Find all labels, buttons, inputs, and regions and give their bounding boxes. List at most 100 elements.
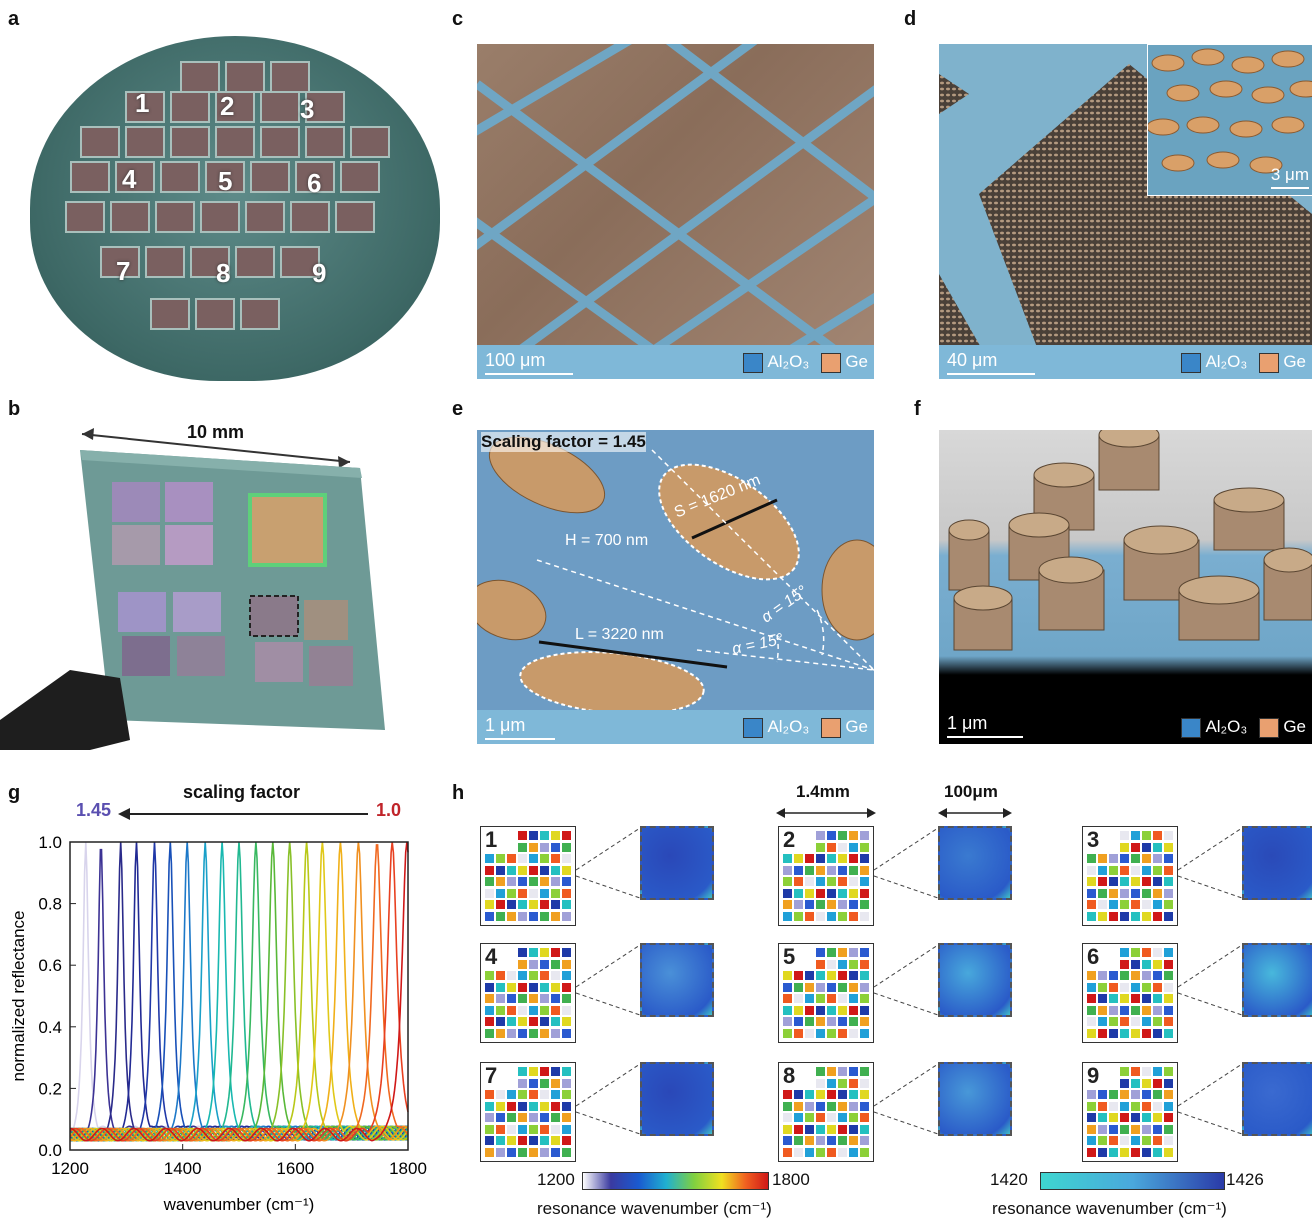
mapping-cell [805,1101,814,1111]
legend-item-al2o3-e: Al₂O₃ [743,717,809,738]
wafer-chip [225,61,265,93]
zoom-map [1242,826,1312,900]
mapping-cell [794,994,803,1003]
wafer-chip [110,201,150,233]
mapping-cell [507,1005,516,1015]
mapping-cell [1153,900,1162,909]
mapping-cell [794,1101,803,1111]
wafer-chip [200,201,240,233]
mapping-cell [849,1136,858,1145]
mapping-panel: 1 2 3 4 5 6 7 8 9 [470,826,1312,1176]
mapping-cell [860,842,869,852]
mapping-cell [1142,842,1151,852]
wafer-chip [260,126,300,158]
mapping-cell [838,842,847,852]
mapping-cell [816,854,825,863]
mapping-cell [1164,1147,1173,1157]
wafer-number-9: 9 [312,258,327,288]
mapping-cell [562,900,571,909]
mapping-cell [529,994,538,1003]
mapping-cell [496,1028,505,1038]
mapping-cell [485,1124,494,1134]
mapping-cell [1120,900,1129,909]
mapping-cell [540,1101,549,1111]
zoom-map [640,826,714,900]
mapping-cell [827,911,836,921]
mapping-cell [540,842,549,852]
wafer-chip [280,246,320,278]
mapping-cell [562,1147,571,1157]
mapping-cell [1087,1136,1096,1145]
mapping-cell [551,911,560,921]
mapping-cell [1120,1078,1129,1088]
chip-illustration [0,428,385,750]
mapping-cell [551,982,560,992]
legend-text-al2o3-d: Al₂O₃ [1205,352,1248,372]
mapping-cell [1120,1067,1129,1076]
mapping-cell [1164,1101,1173,1111]
legend-text-al2o3-e: Al₂O₃ [767,717,810,737]
mapping-cell [1098,1017,1107,1026]
mapping-cell [1131,1090,1140,1099]
mapping-cell [849,994,858,1003]
legend-text-al2o3-c: Al₂O₃ [767,352,810,372]
mapping-cell [783,1090,792,1099]
mapping-cell [1153,1101,1162,1111]
mapping-cell [1109,1028,1118,1038]
mapping-cell [496,1113,505,1122]
mapping-cell [816,1028,825,1038]
dim-100um: 100μm [944,782,998,801]
mapping-cell [485,1147,494,1157]
y-tick-label: 0.8 [38,895,62,914]
mapping-cell [849,1005,858,1015]
wafer-chip [260,91,300,123]
mapping-cell [485,900,494,909]
spectrum-line [69,841,409,1142]
sem-image-f: 1 μm Al₂O₃ Ge [939,430,1312,744]
mapping-cell [1109,865,1118,875]
mapping-cell [827,854,836,863]
mapping-cell [529,865,538,875]
mapping-cell [496,1005,505,1015]
mapping-cell [551,854,560,863]
mapping-cell [860,1136,869,1145]
mapping-cell [551,888,560,898]
swatch-al2o3-e [743,718,764,738]
mapping-cell [783,1136,792,1145]
mapping-cell [838,1090,847,1099]
mapping-cell [805,1124,814,1134]
mapping-cell [1164,1028,1173,1038]
x-tick-label: 1200 [51,1159,89,1178]
mapping-cell [496,994,505,1003]
mapping-cell [1142,1101,1151,1111]
mapping-cell [1087,888,1096,898]
mapping-cell [1098,982,1107,992]
mapping-cell [1153,842,1162,852]
mapping-cell [1153,994,1162,1003]
mapping-cell [1131,1005,1140,1015]
mapping-cell [1131,865,1140,875]
mapping-cell [529,888,538,898]
mapping-cell [1153,911,1162,921]
mapping-cell [485,994,494,1003]
mapping-cell [816,994,825,1003]
scale-bar-c: 100 μm [485,350,573,375]
sem-footer-e: 1 μm Al₂O₃ Ge [477,710,874,744]
zoom-map [640,943,714,1017]
wafer-chip [350,126,390,158]
mapping-cell [783,1028,792,1038]
mapping-cell [816,865,825,875]
mapping-cell [529,1090,538,1099]
mapping-cell [860,959,869,969]
mapping-cell [1131,982,1140,992]
mapping-cell [1087,1090,1096,1099]
mapping-cell [1142,865,1151,875]
mapping-cell [816,1101,825,1111]
mapping-cell [507,971,516,980]
mapping-cell [1153,1005,1162,1015]
mapping-cell [551,865,560,875]
mapping-cell [496,1101,505,1111]
wafer-chip [150,298,190,330]
mapping-cell [1131,994,1140,1003]
mapping-cell [1142,1067,1151,1076]
